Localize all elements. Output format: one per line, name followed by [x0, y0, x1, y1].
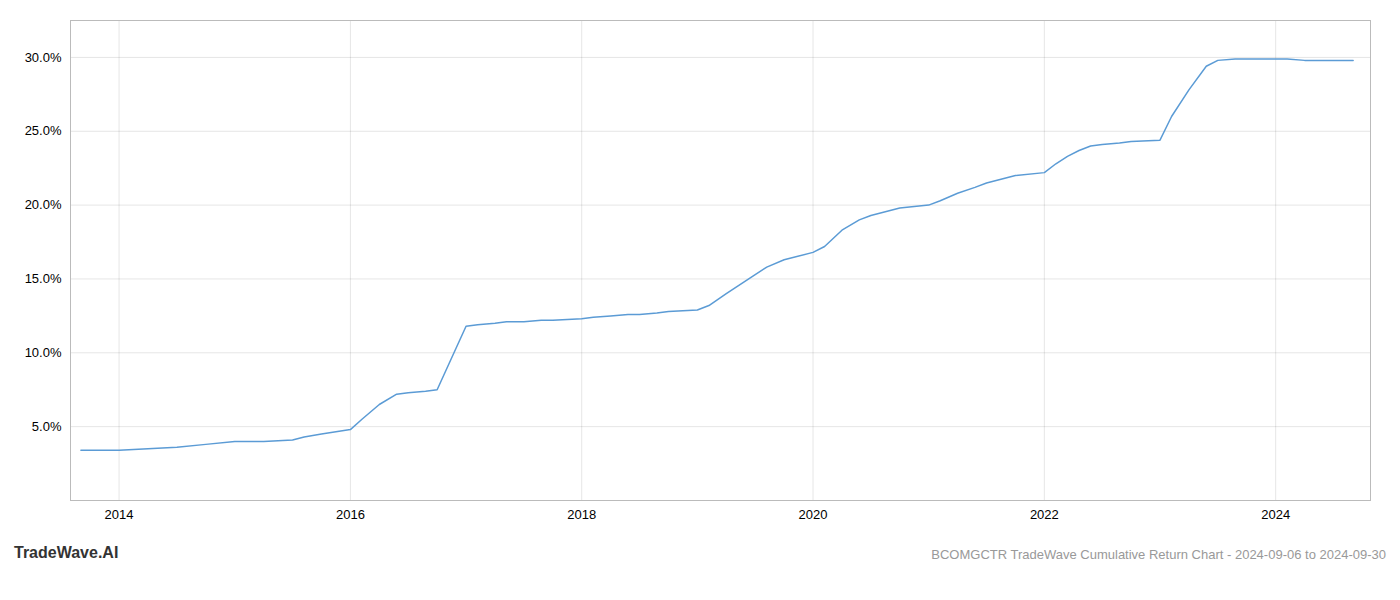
svg-text:2022: 2022	[1030, 507, 1059, 522]
svg-text:2016: 2016	[336, 507, 365, 522]
svg-text:5.0%: 5.0%	[32, 419, 62, 434]
svg-text:20.0%: 20.0%	[25, 197, 62, 212]
html-text:BCOMGCTR TradeWave Cumulative: BCOMGCTR TradeWave Cumulative Return Cha…	[931, 547, 1386, 562]
svg-text:2024: 2024	[1261, 507, 1290, 522]
svg-text:10.0%: 10.0%	[25, 345, 62, 360]
svg-text:30.0%: 30.0%	[25, 50, 62, 65]
html-text:TradeWave.AI: TradeWave.AI	[14, 544, 119, 561]
svg-text:2014: 2014	[105, 507, 134, 522]
svg-text:15.0%: 15.0%	[25, 271, 62, 286]
svg-text:2018: 2018	[567, 507, 596, 522]
svg-text:25.0%: 25.0%	[25, 123, 62, 138]
svg-text:2020: 2020	[799, 507, 828, 522]
